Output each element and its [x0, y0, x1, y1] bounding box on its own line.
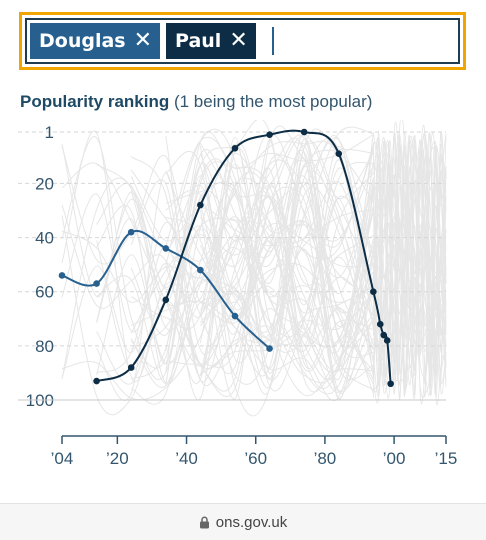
background-name-lines [61, 120, 447, 417]
data-point-paul[interactable] [380, 331, 388, 339]
background-name-line [165, 136, 374, 355]
background-name-line [96, 159, 374, 402]
data-point-paul[interactable] [335, 150, 343, 157]
background-name-line [200, 135, 374, 389]
data-point-douglas[interactable] [197, 266, 204, 274]
background-name-line [61, 230, 374, 395]
background-name-line [96, 216, 374, 384]
footer-divider [0, 503, 486, 504]
chart-title: Popularity ranking (1 being the most pop… [20, 92, 372, 112]
x-tick-label: ’00 [383, 449, 406, 468]
background-name-line [373, 139, 447, 395]
lock-icon [199, 516, 209, 528]
background-name-line [373, 183, 447, 399]
background-name-line [96, 164, 374, 348]
chart-title-main: Popularity ranking [20, 92, 170, 111]
x-tick-label: ’40 [175, 449, 198, 468]
background-name-line [165, 149, 374, 359]
background-name-line [199, 134, 374, 350]
y-tick-label: 20 [35, 174, 54, 193]
x-tick-label: ’04 [51, 449, 74, 468]
background-name-line [165, 128, 374, 417]
data-point-douglas[interactable] [231, 312, 239, 320]
data-point-paul[interactable] [376, 320, 384, 328]
site-url: ons.gov.uk [215, 513, 288, 531]
y-tick-label: 1 [45, 123, 54, 142]
browser-address-bar[interactable]: ons.gov.uk [0, 504, 486, 540]
background-name-line [373, 131, 447, 369]
data-point-paul[interactable] [300, 128, 308, 136]
remove-douglas-icon[interactable]: ✕ [133, 28, 153, 53]
background-name-line [373, 157, 447, 396]
x-tick-label: ’15 [435, 449, 458, 468]
data-point-paul[interactable] [383, 337, 391, 344]
x-tick-label: ’80 [314, 449, 337, 468]
background-name-line [61, 146, 374, 358]
background-name-line [130, 140, 374, 301]
data-point-paul[interactable] [231, 144, 239, 152]
background-name-line [96, 175, 374, 365]
background-name-line [96, 132, 374, 381]
chart-title-subtitle: (1 being the most popular) [169, 92, 373, 111]
data-point-douglas[interactable] [162, 245, 170, 252]
data-point-paul[interactable] [387, 380, 394, 388]
data-point-paul[interactable] [127, 364, 135, 371]
background-name-line [373, 178, 447, 377]
chip-paul-label: Paul [175, 30, 222, 52]
background-name-line [200, 188, 374, 381]
data-point-paul[interactable] [162, 296, 170, 304]
background-name-line [373, 149, 447, 398]
chip-paul[interactable]: Paul ✕ [166, 23, 256, 59]
chip-douglas-label: Douglas [39, 30, 126, 52]
background-name-line [200, 278, 374, 342]
x-tick-label: ’20 [106, 449, 129, 468]
data-point-paul[interactable] [197, 201, 204, 209]
data-point-paul[interactable] [266, 131, 273, 139]
remove-paul-icon[interactable]: ✕ [229, 28, 248, 53]
name-search-box[interactable]: Douglas ✕ Paul ✕ [19, 12, 466, 70]
x-tick-label: ’60 [244, 449, 267, 468]
data-point-paul[interactable] [370, 288, 377, 296]
data-point-douglas[interactable] [93, 280, 100, 287]
data-point-paul[interactable] [93, 377, 100, 385]
data-point-douglas[interactable] [127, 228, 135, 236]
y-tick-label: 60 [35, 283, 54, 302]
background-name-line [199, 146, 374, 349]
name-search-field[interactable]: Douglas ✕ Paul ✕ [25, 18, 460, 64]
y-tick-label: 40 [35, 229, 54, 248]
background-name-line [61, 136, 374, 392]
background-name-line [130, 143, 374, 397]
background-name-line [165, 131, 374, 373]
background-name-line [61, 130, 374, 394]
background-name-line [61, 195, 374, 401]
background-name-line [373, 132, 447, 377]
background-name-line [200, 137, 374, 397]
background-name-line [130, 148, 374, 369]
background-name-line [61, 162, 374, 367]
chip-douglas[interactable]: Douglas ✕ [30, 23, 161, 59]
background-name-line [130, 196, 374, 348]
background-name-line [165, 136, 374, 362]
data-point-douglas[interactable] [58, 272, 66, 279]
data-point-douglas[interactable] [266, 345, 273, 352]
background-name-line [165, 186, 374, 368]
y-tick-label: 80 [35, 337, 54, 356]
text-cursor [271, 27, 274, 55]
background-name-line [373, 144, 447, 399]
background-name-line [199, 181, 374, 344]
